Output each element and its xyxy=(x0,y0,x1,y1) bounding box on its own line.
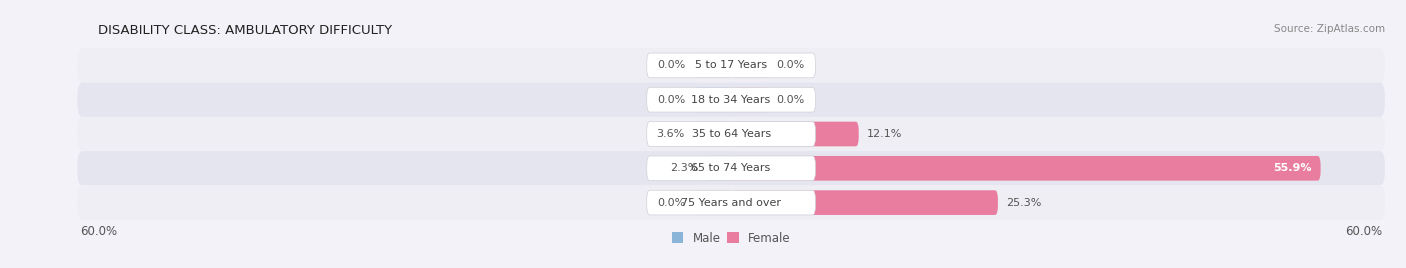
Text: Source: ZipAtlas.com: Source: ZipAtlas.com xyxy=(1274,24,1385,34)
Text: 2.3%: 2.3% xyxy=(671,163,699,173)
Text: 65 to 74 Years: 65 to 74 Years xyxy=(692,163,770,173)
Text: 5 to 17 Years: 5 to 17 Years xyxy=(695,60,768,70)
Text: 75 Years and over: 75 Years and over xyxy=(681,198,782,208)
Text: 0.0%: 0.0% xyxy=(658,60,686,70)
FancyBboxPatch shape xyxy=(77,151,1385,185)
FancyBboxPatch shape xyxy=(647,122,815,146)
Legend: Male, Female: Male, Female xyxy=(672,232,790,245)
Text: DISABILITY CLASS: AMBULATORY DIFFICULTY: DISABILITY CLASS: AMBULATORY DIFFICULTY xyxy=(98,24,392,37)
Text: 25.3%: 25.3% xyxy=(1007,198,1042,208)
Text: 0.0%: 0.0% xyxy=(658,95,686,105)
Text: 0.0%: 0.0% xyxy=(776,95,804,105)
FancyBboxPatch shape xyxy=(695,190,731,215)
FancyBboxPatch shape xyxy=(731,122,859,146)
Text: 0.0%: 0.0% xyxy=(658,198,686,208)
FancyBboxPatch shape xyxy=(695,53,731,78)
FancyBboxPatch shape xyxy=(647,53,815,78)
FancyBboxPatch shape xyxy=(647,156,815,181)
Text: 12.1%: 12.1% xyxy=(868,129,903,139)
FancyBboxPatch shape xyxy=(77,83,1385,117)
FancyBboxPatch shape xyxy=(731,190,998,215)
FancyBboxPatch shape xyxy=(731,53,768,78)
FancyBboxPatch shape xyxy=(731,156,1320,181)
FancyBboxPatch shape xyxy=(695,87,731,112)
FancyBboxPatch shape xyxy=(77,48,1385,83)
Text: 0.0%: 0.0% xyxy=(776,60,804,70)
FancyBboxPatch shape xyxy=(647,190,815,215)
FancyBboxPatch shape xyxy=(77,185,1385,220)
Text: 55.9%: 55.9% xyxy=(1274,163,1312,173)
Text: 18 to 34 Years: 18 to 34 Years xyxy=(692,95,770,105)
FancyBboxPatch shape xyxy=(693,122,731,146)
FancyBboxPatch shape xyxy=(647,87,815,112)
FancyBboxPatch shape xyxy=(707,156,731,181)
FancyBboxPatch shape xyxy=(77,117,1385,151)
Text: 35 to 64 Years: 35 to 64 Years xyxy=(692,129,770,139)
Text: 3.6%: 3.6% xyxy=(657,129,685,139)
FancyBboxPatch shape xyxy=(731,87,768,112)
